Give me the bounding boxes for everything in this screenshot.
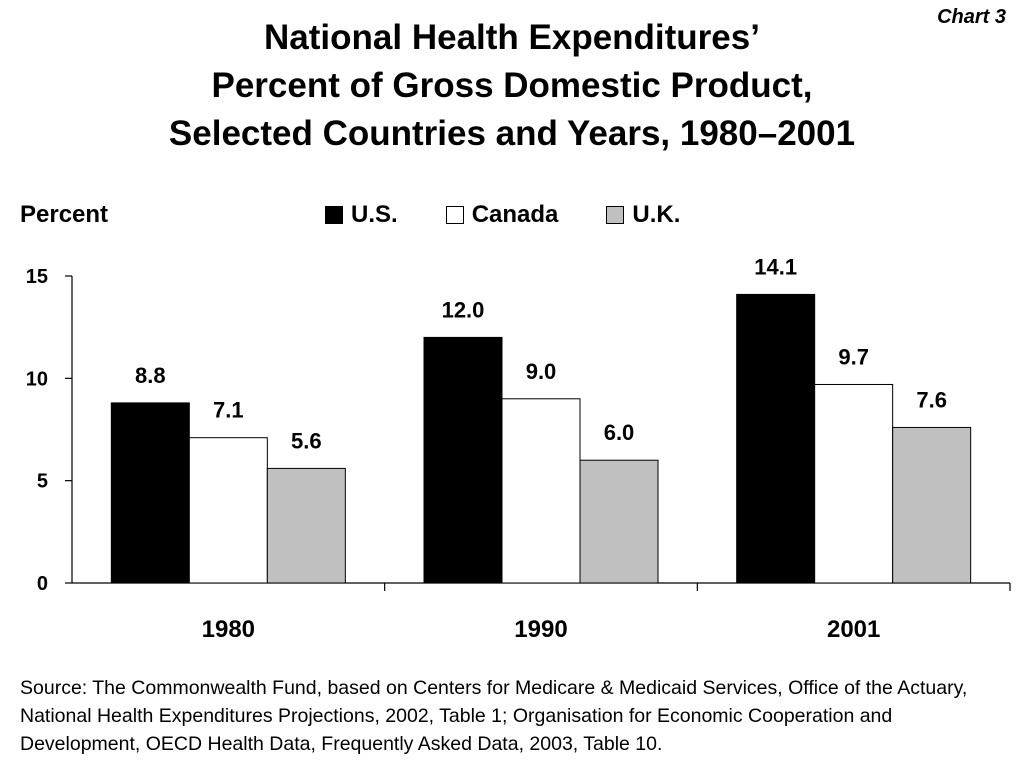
x-category-label: 2001 (827, 616, 880, 643)
legend-swatch-canada (445, 206, 464, 224)
bar (736, 293, 816, 584)
data-label: 6.0 (604, 420, 635, 445)
bar (266, 467, 346, 584)
legend-label-uk: U.K. (632, 201, 681, 228)
bar (110, 402, 190, 584)
data-label: 9.0 (526, 359, 557, 384)
y-tick-label: 10 (26, 368, 48, 390)
legend-label-us: U.S. (351, 201, 398, 228)
y-axis-label: Percent (20, 201, 109, 228)
legend: U.S. Canada U.K. (325, 200, 728, 230)
x-category-label: 1990 (514, 616, 567, 643)
bar (423, 336, 503, 584)
data-label: 8.8 (135, 363, 166, 388)
title-line-3: Selected Countries and Years, 1980–2001 (168, 114, 856, 153)
legend-item-uk: U.K. (606, 201, 680, 229)
legend-swatch-us (325, 206, 343, 224)
y-tick-label: 0 (37, 573, 48, 595)
title-line-1: National Health Expenditures’ (264, 18, 760, 57)
legend-swatch-uk (606, 206, 625, 224)
legend-item-canada: Canada (445, 201, 559, 229)
legend-label-canada: Canada (471, 201, 559, 228)
data-label: 14.1 (754, 254, 797, 279)
y-tick-label: 15 (26, 266, 48, 288)
data-label: 5.6 (291, 428, 322, 453)
bar (188, 437, 268, 584)
chart-number-label: Chart 3 (937, 6, 1006, 28)
legend-item-us: U.S. (325, 201, 398, 229)
bar (501, 398, 581, 584)
data-label: 7.1 (213, 398, 244, 423)
data-label: 9.7 (838, 344, 869, 369)
bar (892, 426, 972, 584)
source-note: Source: The Commonwealth Fund, based on … (20, 677, 968, 755)
title-line-2: Percent of Gross Domestic Product, (211, 66, 813, 105)
bar (579, 459, 659, 584)
bar (814, 383, 894, 584)
data-label: 7.6 (916, 387, 947, 412)
y-tick-label: 5 (37, 471, 48, 493)
chart-title: National Health Expenditures’ Percent of… (0, 14, 1024, 158)
x-category-label: 1980 (202, 616, 255, 643)
data-label: 12.0 (442, 297, 485, 322)
